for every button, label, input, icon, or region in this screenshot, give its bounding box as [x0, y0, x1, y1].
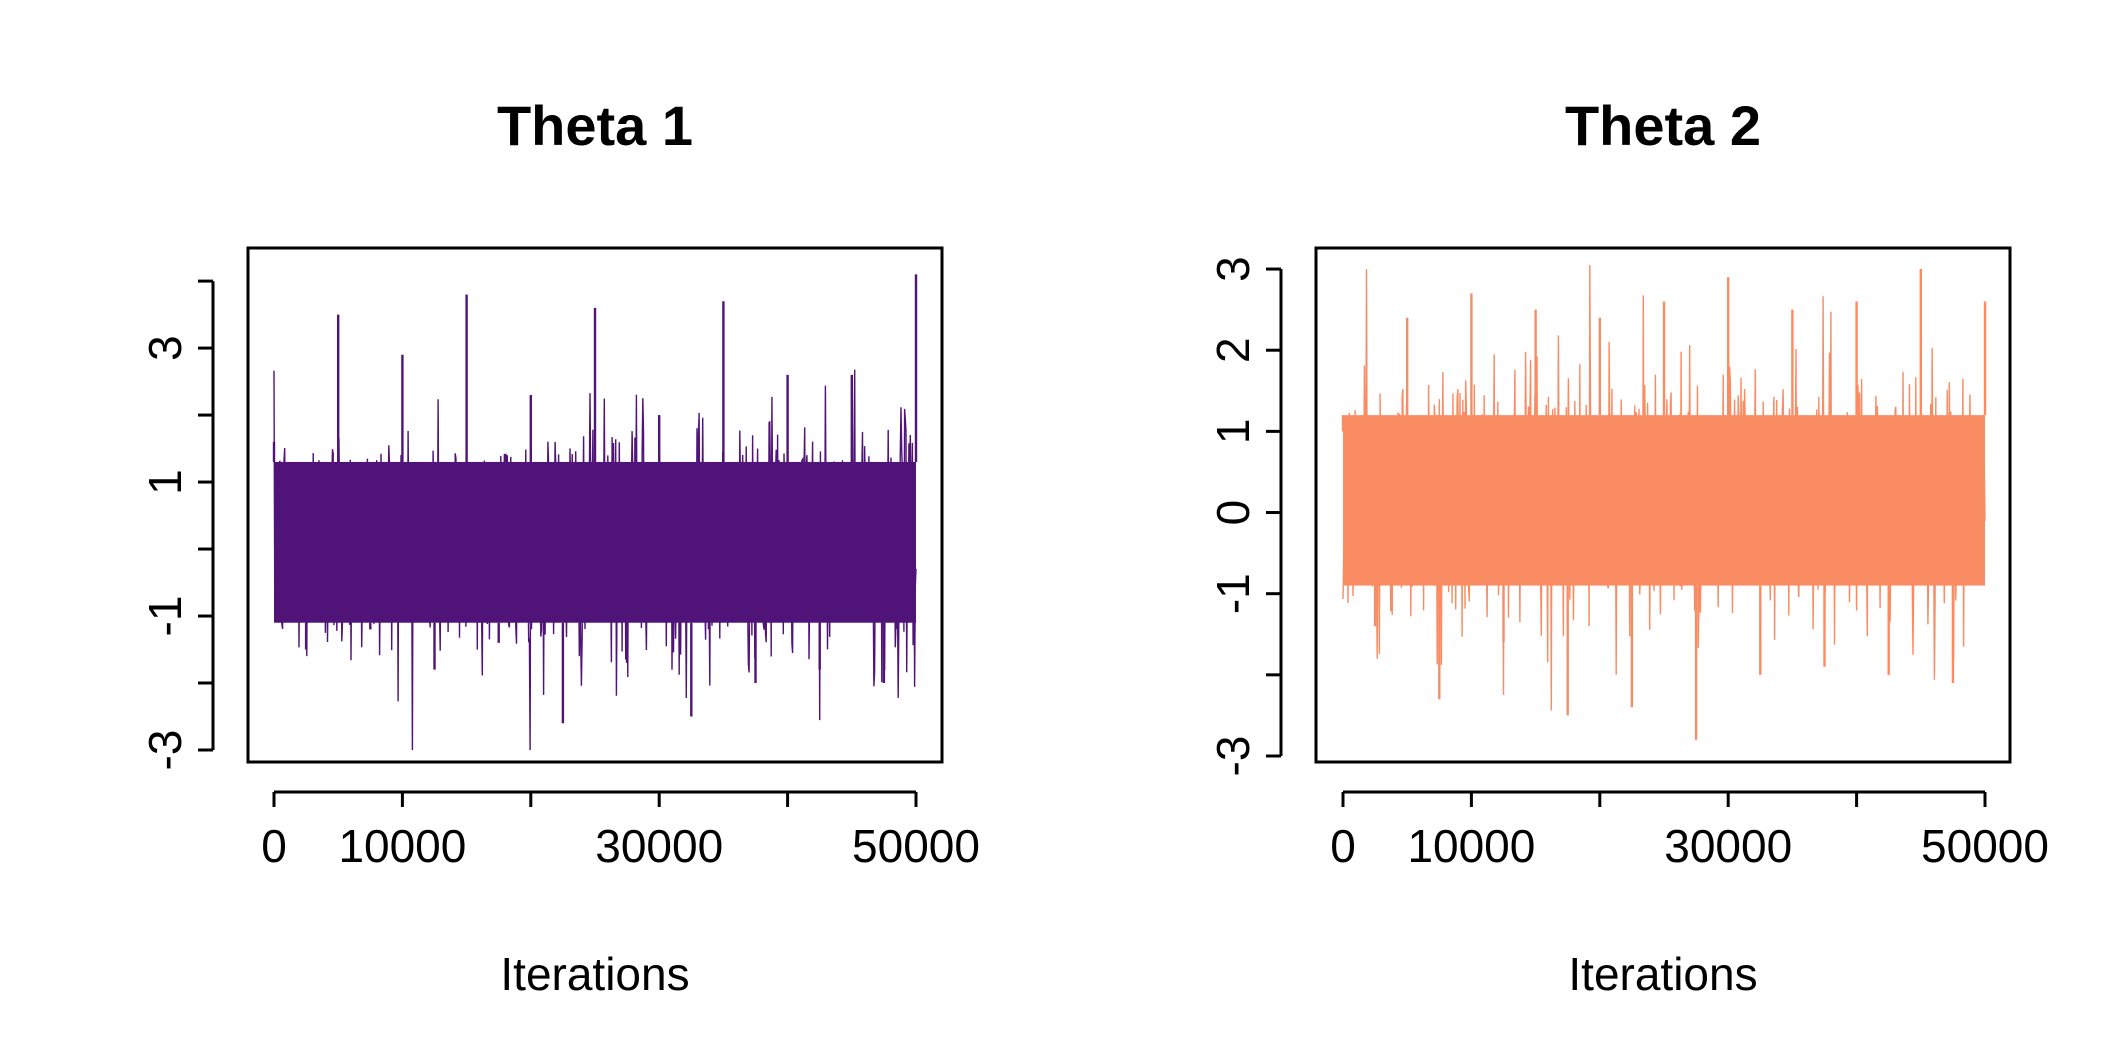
x-tick-label: 50000 [1921, 820, 2049, 872]
y-tick-label: -1 [1207, 573, 1259, 614]
x-tick-label: 10000 [338, 820, 466, 872]
panel-theta-1: Theta 1 -3 -1 1 3 0 10000 30000 50000 Iteratio… [139, 94, 980, 1000]
y-tick-label: 3 [1207, 256, 1259, 282]
y-tick-label: 1 [139, 469, 191, 495]
y-tick-label: -3 [139, 730, 191, 771]
y-tick-label: 2 [1207, 337, 1259, 363]
x-axis-label: Iterations [500, 948, 689, 1000]
x-tick-label: 0 [1330, 820, 1356, 872]
trace-noise [273, 369, 917, 751]
y-tick-label: 3 [139, 335, 191, 361]
y-axis: -3 -1 1 3 [139, 279, 215, 771]
y-tick-label: -1 [139, 596, 191, 637]
trace-series [1341, 264, 1987, 740]
x-axis-label: Iterations [1568, 948, 1757, 1000]
panel-theta-2: Theta 2 -3 -1 0 1 2 3 0 10000 30000 50000 Iterat… [1207, 94, 2049, 1000]
y-tick-label: 1 [1207, 419, 1259, 445]
chart-title: Theta 1 [497, 94, 693, 157]
chart-title: Theta 2 [1565, 94, 1761, 157]
x-axis: 0 10000 30000 50000 [261, 790, 980, 872]
y-tick-label: -3 [1207, 736, 1259, 777]
trace-noise [1342, 264, 1986, 711]
x-axis: 0 10000 30000 50000 [1330, 790, 2049, 872]
y-tick-label: 0 [1207, 500, 1259, 526]
x-tick-label: 10000 [1407, 820, 1535, 872]
x-tick-label: 30000 [595, 820, 723, 872]
x-tick-label: 30000 [1664, 820, 1792, 872]
plot-frame [1314, 246, 2012, 764]
trace-series [272, 274, 918, 751]
x-tick-label: 50000 [852, 820, 980, 872]
x-tick-label: 0 [261, 820, 287, 872]
plot-frame [246, 246, 944, 764]
y-axis: -3 -1 0 1 2 3 [1207, 256, 1283, 777]
